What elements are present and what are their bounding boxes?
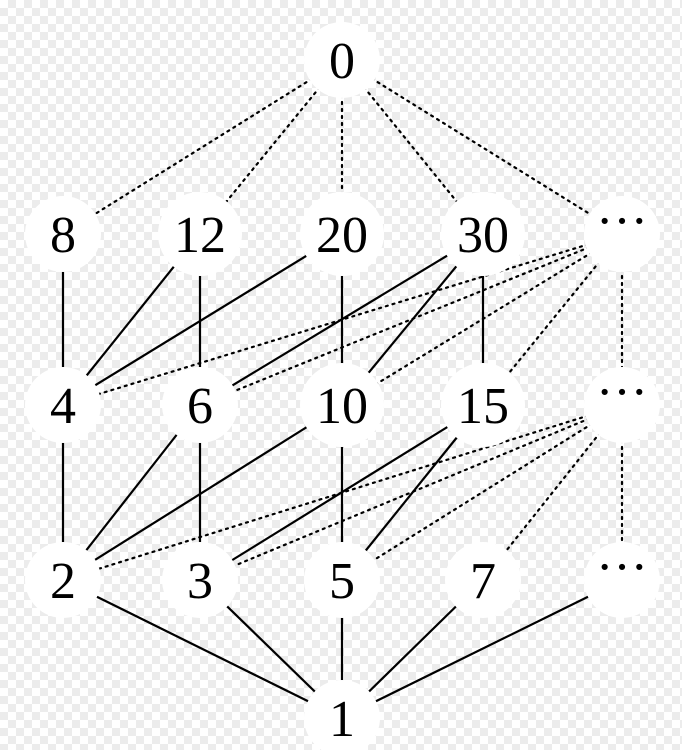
node-label: 3 bbox=[187, 553, 213, 610]
node-e3: ··· bbox=[584, 193, 660, 272]
node-background bbox=[158, 192, 242, 276]
node-background bbox=[25, 542, 101, 618]
node-n4: 4 bbox=[25, 367, 101, 443]
node-label: ··· bbox=[596, 539, 648, 596]
node-label: ··· bbox=[596, 193, 648, 250]
node-background bbox=[25, 196, 101, 272]
edge-e2-n3 bbox=[198, 403, 624, 582]
edge-n0-e3 bbox=[340, 58, 624, 236]
node-n3: 3 bbox=[162, 542, 238, 618]
node-n15: 15 bbox=[441, 363, 525, 447]
node-background bbox=[300, 363, 384, 447]
node-n30: 30 bbox=[441, 192, 525, 276]
node-background bbox=[584, 542, 660, 618]
node-background bbox=[162, 542, 238, 618]
node-n10: 10 bbox=[300, 363, 384, 447]
node-e2: ··· bbox=[584, 364, 660, 443]
edge-e3-n6 bbox=[198, 232, 624, 407]
node-n0: 0 bbox=[304, 22, 380, 98]
node-background bbox=[304, 542, 380, 618]
node-label: 15 bbox=[457, 378, 509, 435]
node-background bbox=[441, 363, 525, 447]
edge-n0-n8 bbox=[61, 58, 344, 236]
node-e1: ··· bbox=[584, 539, 660, 618]
node-background bbox=[445, 542, 521, 618]
edge-n10-n2 bbox=[62, 404, 343, 581]
node-label: 2 bbox=[50, 553, 76, 610]
node-background bbox=[300, 192, 384, 276]
node-n5: 5 bbox=[304, 542, 380, 618]
node-label: 5 bbox=[329, 553, 355, 610]
edge-n20-n4 bbox=[62, 233, 343, 406]
node-n8: 8 bbox=[25, 196, 101, 272]
node-label: 7 bbox=[470, 553, 496, 610]
node-label: 6 bbox=[187, 378, 213, 435]
edge-n2-n1 bbox=[62, 579, 343, 719]
node-n6: 6 bbox=[162, 367, 238, 443]
node-label: 1 bbox=[329, 691, 355, 748]
nodes-layer: 0 8 12 20 30 ··· 4 6 10 15 ··· 2 3 5 7 ··· 1 bbox=[25, 22, 660, 750]
edge-e3-n10 bbox=[340, 232, 624, 407]
node-label: 8 bbox=[50, 207, 76, 264]
node-n1: 1 bbox=[304, 680, 380, 750]
node-background bbox=[304, 22, 380, 98]
node-background bbox=[584, 367, 660, 443]
edge-e1-n1 bbox=[341, 579, 623, 719]
node-label: 4 bbox=[50, 378, 76, 435]
node-background bbox=[584, 196, 660, 272]
node-label: 10 bbox=[316, 378, 368, 435]
node-label: ··· bbox=[596, 364, 648, 421]
node-n20: 20 bbox=[300, 192, 384, 276]
edge-e3-n4 bbox=[61, 232, 624, 407]
node-label: 20 bbox=[316, 207, 368, 264]
node-background bbox=[441, 192, 525, 276]
node-background bbox=[162, 367, 238, 443]
node-label: 30 bbox=[457, 207, 509, 264]
node-n2: 2 bbox=[25, 542, 101, 618]
edge-e2-n5 bbox=[340, 403, 624, 582]
edge-e2-n2 bbox=[61, 403, 624, 582]
node-label: 12 bbox=[174, 207, 226, 264]
node-n7: 7 bbox=[445, 542, 521, 618]
node-background bbox=[25, 367, 101, 443]
node-label: 0 bbox=[329, 33, 355, 90]
node-background bbox=[304, 680, 380, 750]
node-n12: 12 bbox=[158, 192, 242, 276]
